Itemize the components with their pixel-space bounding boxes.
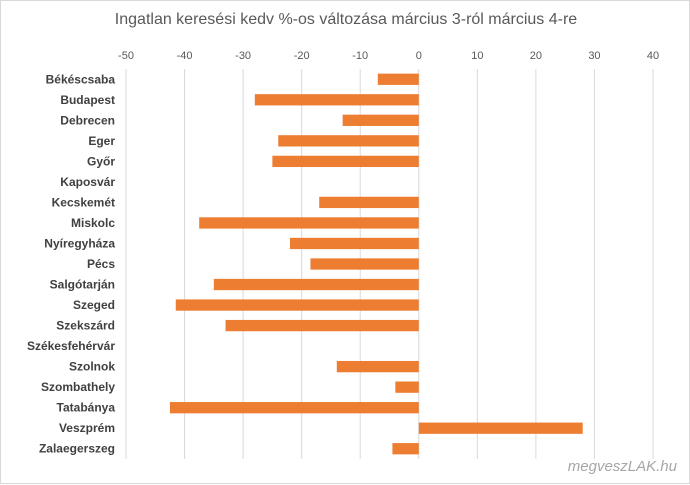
watermark: megveszLAK.hu — [567, 458, 677, 475]
category-label: Budapest — [60, 93, 115, 107]
x-tick-label: 10 — [471, 50, 483, 62]
x-tick-label: 0 — [416, 50, 422, 62]
category-label: Székesfehérvár — [27, 339, 115, 353]
chart-title: Ingatlan keresési kedv %-os változása má… — [114, 11, 578, 28]
category-label: Tatabánya — [57, 401, 116, 415]
category-label: Nyíregyháza — [44, 236, 115, 250]
category-label: Békéscsaba — [46, 72, 116, 86]
bar — [225, 319, 419, 332]
bar — [310, 258, 419, 270]
category-label: Zalaegerszeg — [39, 442, 115, 456]
bar — [336, 360, 419, 373]
x-tick-label: 20 — [530, 50, 542, 62]
bar — [254, 94, 419, 106]
bar — [289, 237, 419, 250]
x-tick-label: -30 — [235, 50, 251, 62]
bar — [395, 381, 419, 393]
x-tick-label: -20 — [294, 50, 310, 62]
bar — [418, 422, 583, 434]
bar — [377, 73, 419, 85]
category-label: Kaposvár — [60, 175, 115, 189]
category-label: Salgótarján — [50, 278, 115, 292]
category-label: Eger — [88, 134, 115, 148]
bar — [319, 196, 419, 209]
bar — [342, 114, 419, 126]
category-label: Szolnok — [69, 360, 115, 374]
bar — [278, 135, 419, 147]
x-tick-label: -10 — [352, 50, 368, 62]
bar — [175, 299, 419, 311]
category-label: Kecskemét — [52, 195, 115, 209]
category-label: Veszprém — [59, 421, 115, 435]
category-label: Szombathely — [41, 380, 115, 394]
bar — [392, 443, 419, 455]
x-tick-label: -50 — [118, 50, 134, 62]
category-label: Szeged — [73, 298, 115, 312]
x-tick-label: -40 — [177, 50, 193, 62]
category-label: Győr — [87, 154, 115, 168]
bar — [213, 278, 419, 291]
x-tick-label: 40 — [647, 50, 659, 62]
bar — [169, 402, 419, 414]
category-label: Miskolc — [71, 216, 115, 230]
bar — [199, 217, 419, 229]
category-label: Pécs — [87, 257, 115, 271]
category-label: Szekszárd — [56, 319, 115, 333]
category-label: Debrecen — [60, 113, 115, 127]
bar — [272, 155, 419, 168]
x-tick-label: 30 — [588, 50, 600, 62]
